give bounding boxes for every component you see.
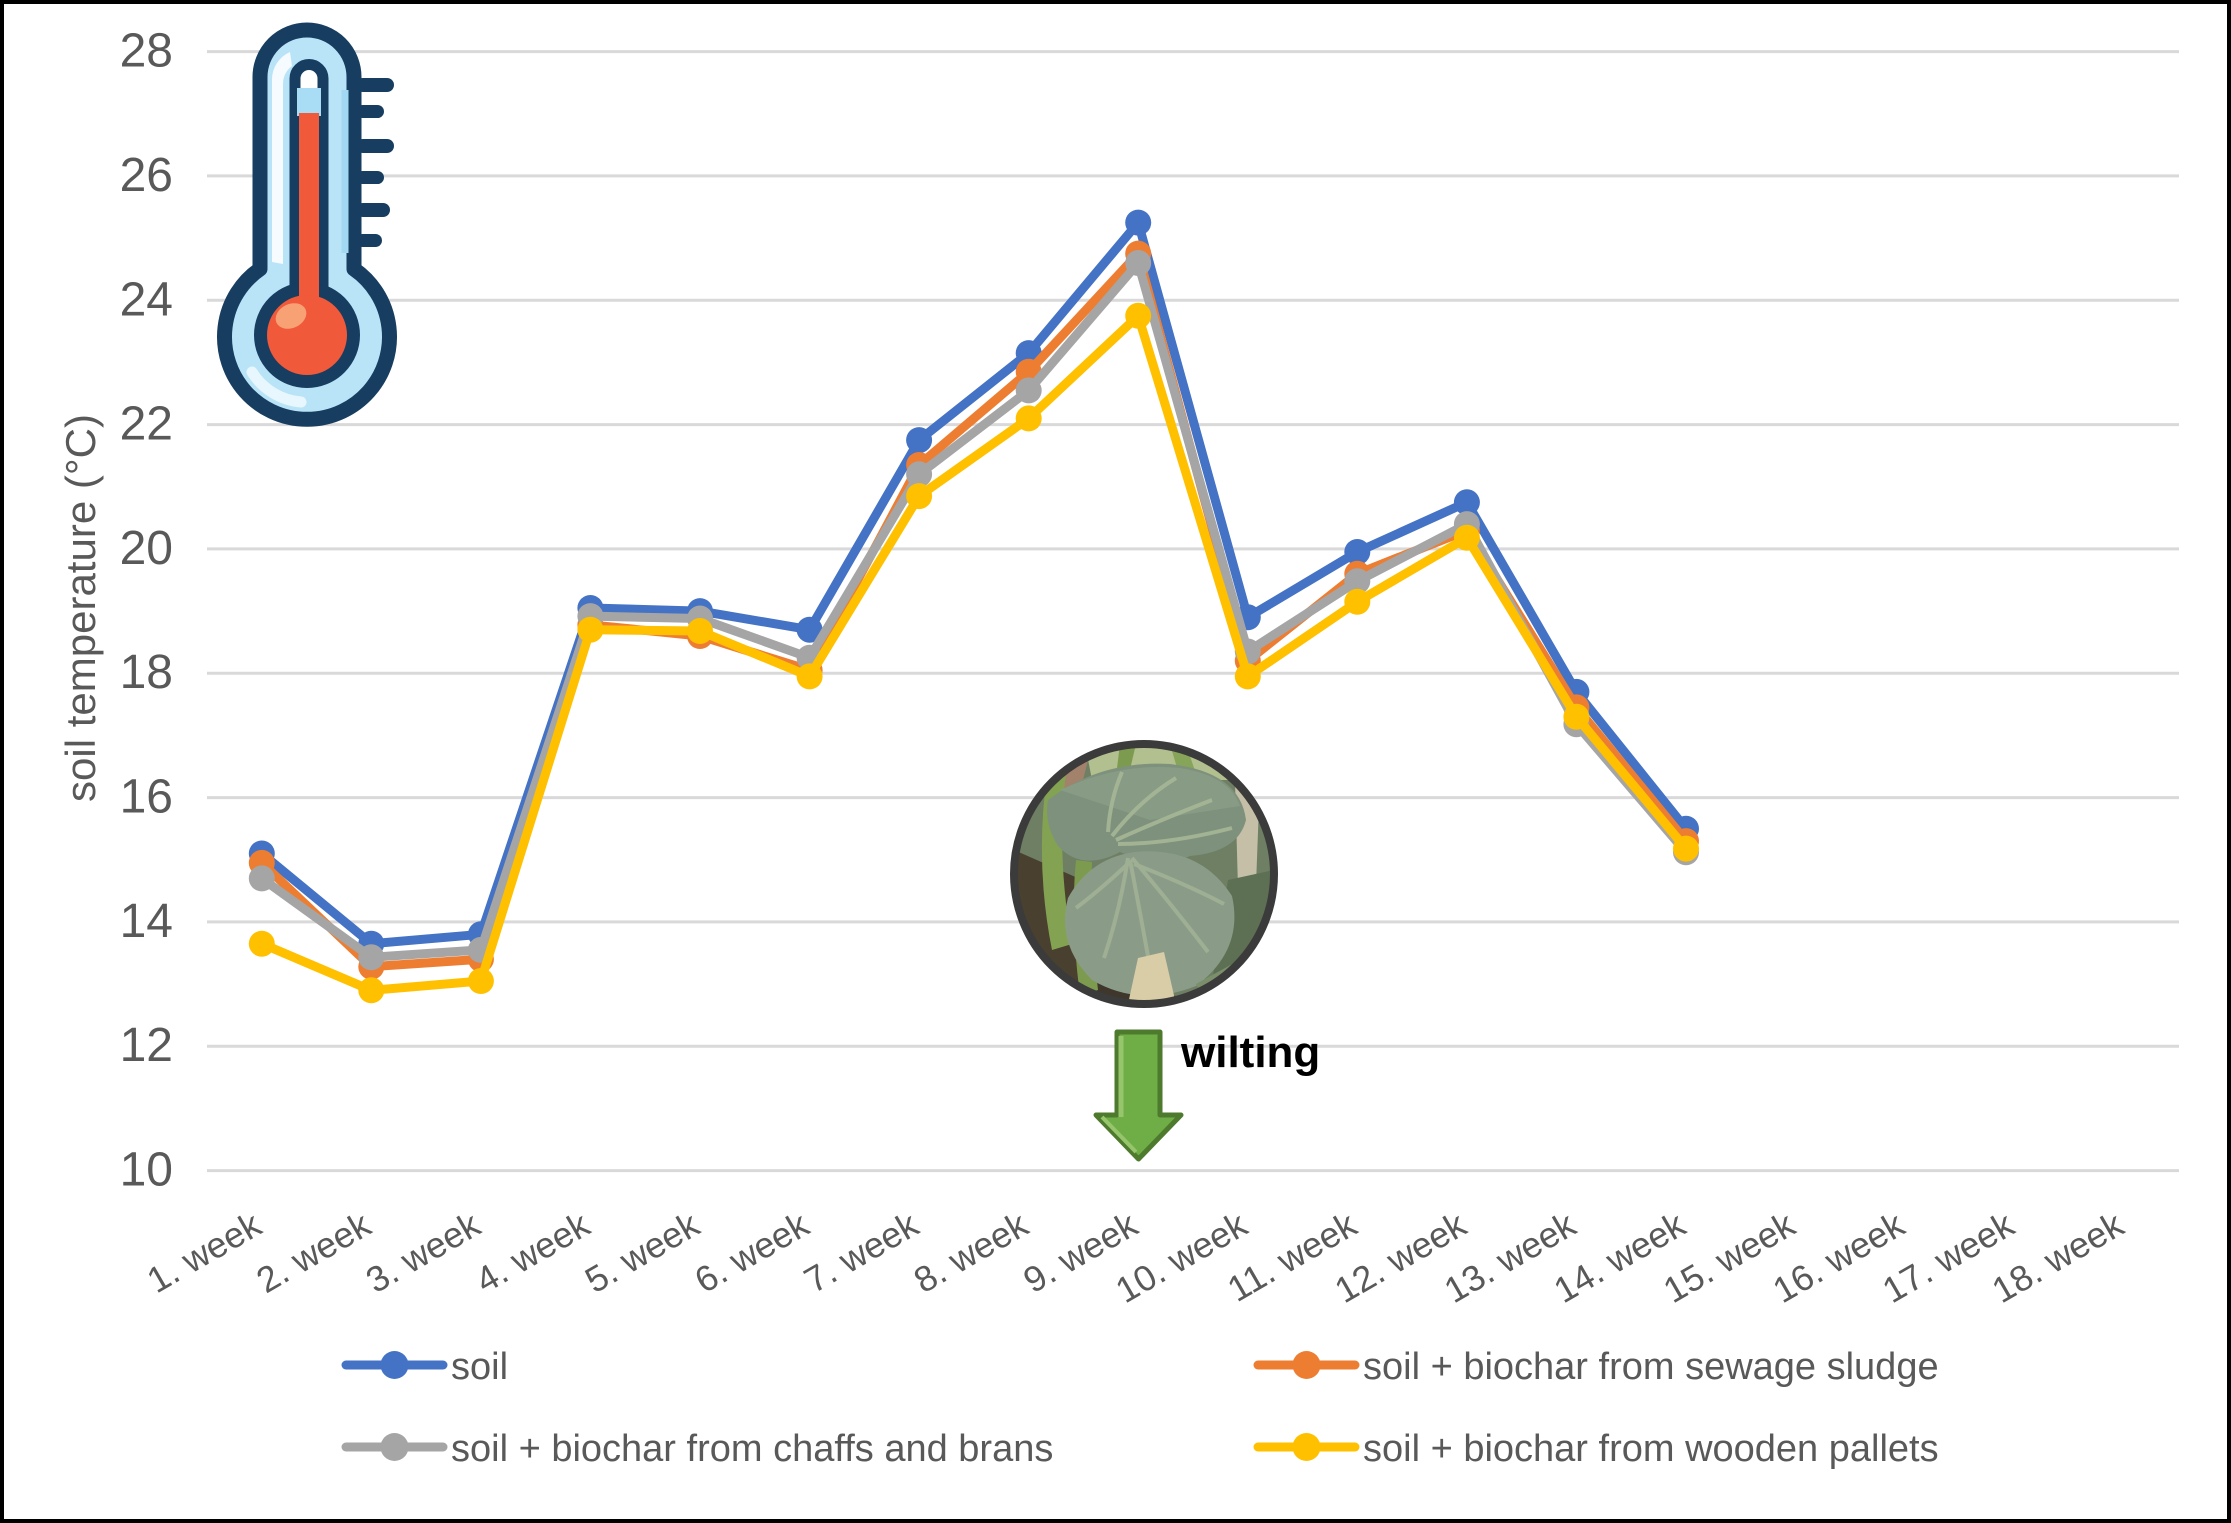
svg-text:26: 26 [120, 149, 173, 202]
svg-text:soil temperature (°C): soil temperature (°C) [57, 414, 104, 802]
svg-text:20: 20 [120, 522, 173, 575]
svg-text:wilting: wilting [1180, 1028, 1320, 1077]
svg-text:3. week: 3. week [359, 1203, 488, 1301]
svg-text:5. week: 5. week [578, 1203, 707, 1301]
svg-text:24: 24 [120, 273, 173, 326]
svg-text:6. week: 6. week [688, 1203, 817, 1301]
svg-text:soil + biochar from sewage slu: soil + biochar from sewage sludge [1363, 1346, 1939, 1388]
svg-text:soil: soil [451, 1346, 508, 1388]
svg-text:2. week: 2. week [249, 1203, 378, 1301]
svg-text:10: 10 [120, 1144, 173, 1197]
svg-text:4. week: 4. week [468, 1203, 597, 1301]
svg-text:22: 22 [120, 398, 173, 451]
svg-text:28: 28 [120, 25, 173, 78]
svg-text:14: 14 [120, 895, 173, 948]
svg-text:18: 18 [120, 646, 173, 699]
svg-text:soil + biochar from chaffs and: soil + biochar from chaffs and brans [451, 1428, 1053, 1470]
svg-text:1. week: 1. week [140, 1203, 269, 1301]
svg-text:16: 16 [120, 771, 173, 824]
svg-text:12: 12 [120, 1019, 173, 1072]
svg-text:soil + biochar from wooden pal: soil + biochar from wooden pallets [1363, 1428, 1939, 1470]
svg-text:8. week: 8. week [907, 1203, 1036, 1301]
svg-text:7. week: 7. week [797, 1203, 926, 1301]
